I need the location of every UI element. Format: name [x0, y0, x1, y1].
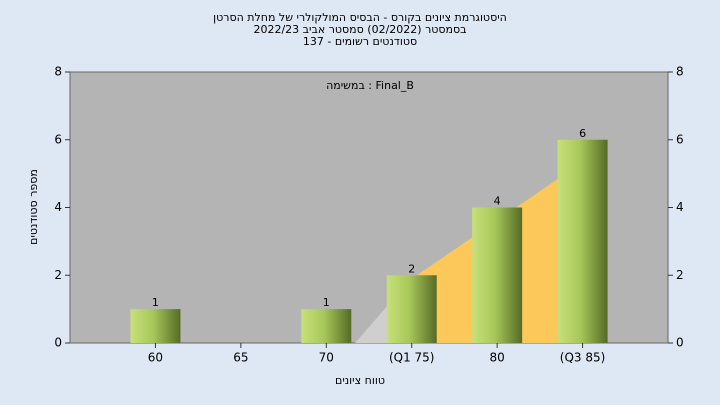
bar	[557, 139, 608, 343]
bar	[472, 207, 523, 343]
y-tick-label: 6	[54, 132, 62, 146]
value-label: 1	[323, 296, 330, 309]
y2-tick-label: 8	[676, 65, 684, 79]
y2-tick-label: 4	[676, 200, 684, 214]
x-tick-label: 70	[319, 351, 334, 365]
y-tick-label: 4	[54, 200, 62, 214]
y2-tick-label: 0	[676, 336, 684, 350]
title-line: בסמסטר (02/2022) סמסטר אביב 2022/23	[253, 23, 466, 36]
x-tick-label: 80	[490, 351, 505, 365]
bar	[301, 309, 352, 343]
title-line: סטודנטים רשומים - 137	[303, 35, 417, 48]
y2-tick-label: 2	[676, 268, 684, 282]
value-label: 2	[408, 262, 415, 275]
y-axis-label: מספר סטודנטים	[27, 169, 40, 245]
title-line: היסטוגרמת ציונים בקורס - הבסיס המולקולרי…	[213, 11, 507, 24]
y-tick-label: 0	[54, 336, 62, 350]
x-tick-label: 60	[148, 351, 163, 365]
y2-tick-label: 6	[676, 132, 684, 146]
x-tick-label: (Q3 85)	[560, 351, 606, 365]
x-axis-label: טווח ציונים	[335, 374, 385, 387]
bar	[386, 275, 437, 343]
y-tick-label: 2	[54, 268, 62, 282]
bar	[130, 309, 181, 343]
x-tick-label: (Q1 75)	[389, 351, 435, 365]
value-label: 1	[152, 296, 159, 309]
x-tick-label: 65	[233, 351, 248, 365]
value-label: 4	[494, 195, 501, 208]
y-tick-label: 8	[54, 65, 62, 79]
annotation: במשימה : Final_B	[326, 79, 414, 92]
value-label: 6	[579, 127, 586, 140]
